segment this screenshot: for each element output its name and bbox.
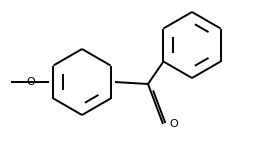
Text: O: O: [27, 77, 35, 87]
Text: O: O: [169, 119, 178, 129]
